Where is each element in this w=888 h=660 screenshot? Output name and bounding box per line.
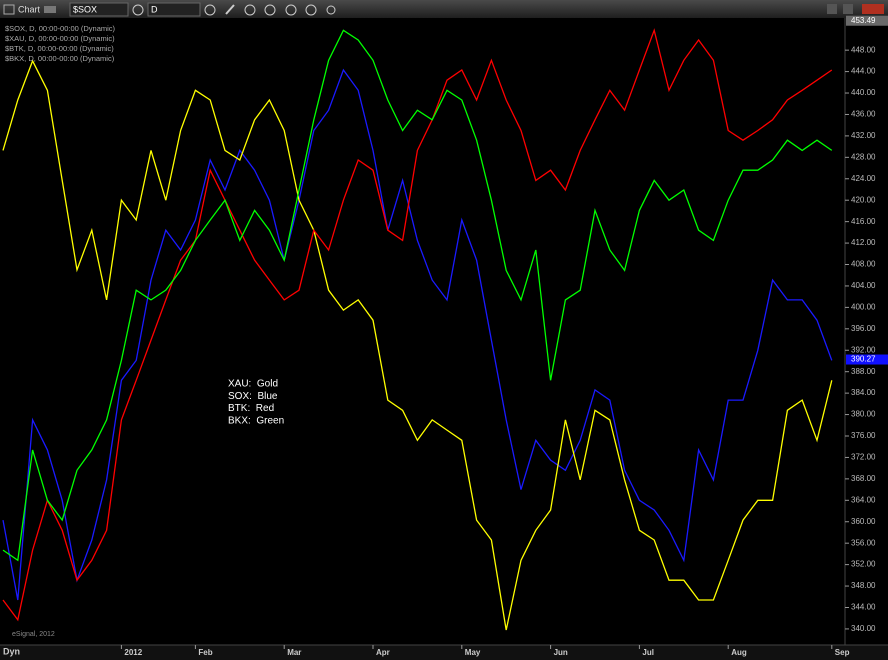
y-tick-label: 420.00	[851, 195, 876, 204]
zoom-tool[interactable]	[305, 4, 317, 16]
x-tick-label: 2012	[124, 648, 142, 657]
y-tick-label: 404.00	[851, 281, 876, 290]
series-line	[2, 59, 833, 631]
x-tick-label: Feb	[198, 648, 212, 657]
y-tick-label: 440.00	[851, 88, 876, 97]
y-tick-label: 424.00	[851, 174, 876, 183]
annotation: BKX: Green	[228, 416, 284, 427]
x-tick-label: May	[465, 648, 481, 657]
last-value-box	[846, 15, 888, 26]
link-badge[interactable]	[44, 6, 56, 13]
draw-tool[interactable]	[225, 4, 235, 15]
y-tick-label: 340.00	[851, 624, 876, 633]
footer-label[interactable]: Dyn	[3, 646, 20, 656]
window-title: Chart	[18, 4, 41, 14]
annotation: SOX: Blue	[228, 391, 278, 402]
last-value-label: 390.27	[851, 355, 876, 364]
plot: 340.00 344.00 348.00 352.00 356.00 360.00 364.…	[2, 15, 888, 657]
annotation: XAU: Gold	[228, 379, 278, 390]
y-tick-label: 348.00	[851, 581, 876, 590]
series-line	[2, 68, 833, 601]
time-axis	[0, 645, 888, 660]
y-tick-label: 344.00	[851, 603, 876, 612]
y-tick-label: 372.00	[851, 453, 876, 462]
close-button[interactable]	[862, 4, 884, 14]
y-tick-label: 384.00	[851, 388, 876, 397]
symbol-button[interactable]	[132, 4, 144, 16]
y-tick-label: 448.00	[851, 45, 876, 54]
annotation: BTK: Red	[228, 403, 274, 414]
y-tick-label: 444.00	[851, 67, 876, 76]
y-tick-label: 352.00	[851, 560, 876, 569]
legend-entry: $BTK, D, 00:00-00:00 (Dynamic)	[5, 44, 114, 53]
series-line	[2, 29, 833, 562]
x-tick-label: Sep	[835, 648, 850, 657]
refresh-tool[interactable]	[244, 4, 256, 16]
y-tick-label: 376.00	[851, 431, 876, 440]
legend-entry: $BKX, D, 00:00-00:00 (Dynamic)	[5, 54, 115, 63]
legend-entry: $XAU, D, 00:00-00:00 (Dynamic)	[5, 34, 115, 43]
y-tick-label: 392.00	[851, 345, 876, 354]
x-tick-label: Apr	[376, 648, 390, 657]
y-tick-label: 364.00	[851, 495, 876, 504]
symbol-text: $SOX	[73, 4, 97, 14]
x-tick-label: Jun	[554, 648, 568, 657]
y-tick-label: 436.00	[851, 110, 876, 119]
interval-text: D	[151, 4, 158, 14]
watermark: eSignal, 2012	[12, 631, 55, 638]
y-tick-label: 388.00	[851, 367, 876, 376]
y-tick-label: 400.00	[851, 302, 876, 311]
series-line	[2, 28, 833, 622]
maximize-button[interactable]	[843, 4, 853, 14]
interval-input[interactable]	[147, 2, 201, 17]
interval-button[interactable]	[204, 4, 216, 16]
y-tick-label: 432.00	[851, 131, 876, 140]
cursor-tool[interactable]	[264, 4, 276, 16]
play-tool[interactable]	[285, 4, 297, 16]
x-tick-label: Aug	[731, 648, 747, 657]
y-tick-label: 368.00	[851, 474, 876, 483]
toolbar	[0, 0, 888, 18]
legend-entry: $SOX, D, 00:00-00:00 (Dynamic)	[5, 24, 116, 33]
y-tick-label: 428.00	[851, 152, 876, 161]
last-value-label: 453.49	[851, 16, 876, 25]
y-tick-label: 412.00	[851, 238, 876, 247]
last-value-box	[846, 354, 888, 365]
y-tick-label: 396.00	[851, 324, 876, 333]
y-tick-label: 356.00	[851, 538, 876, 547]
link-tool[interactable]	[326, 5, 336, 15]
minimize-button[interactable]	[827, 4, 837, 14]
x-tick-label: Mar	[287, 648, 301, 657]
y-tick-label: 408.00	[851, 260, 876, 269]
y-tick-label: 380.00	[851, 410, 876, 419]
y-tick-label: 360.00	[851, 517, 876, 526]
chart-icon	[3, 4, 15, 15]
y-tick-label: 416.00	[851, 217, 876, 226]
x-tick-label: Jul	[642, 648, 654, 657]
symbol-input[interactable]	[69, 2, 129, 17]
